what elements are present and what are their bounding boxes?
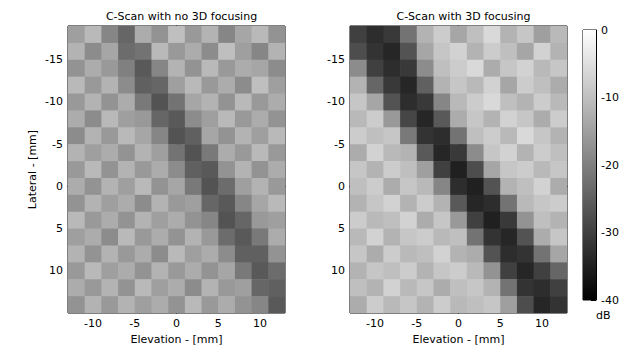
svg-text:0: 0: [455, 317, 462, 330]
svg-text:C-Scan with no 3D focusing: C-Scan with no 3D focusing: [106, 10, 257, 23]
svg-text:C-Scan with 3D focusing: C-Scan with 3D focusing: [396, 10, 530, 23]
svg-text:5: 5: [497, 317, 504, 330]
svg-text:5: 5: [215, 317, 222, 330]
svg-text:10: 10: [535, 317, 549, 330]
svg-text:-10: -10: [366, 317, 384, 330]
svg-text:dB: dB: [596, 309, 611, 322]
svg-text:-5: -5: [411, 317, 422, 330]
svg-text:0: 0: [601, 24, 608, 37]
svg-text:10: 10: [253, 317, 267, 330]
svg-text:-10: -10: [84, 317, 102, 330]
svg-text:-40: -40: [601, 294, 619, 307]
svg-text:Elevation - [mm]: Elevation - [mm]: [130, 333, 222, 346]
svg-text:-15: -15: [327, 53, 345, 66]
svg-text:-5: -5: [52, 138, 63, 151]
svg-text:-5: -5: [334, 138, 345, 151]
svg-text:-15: -15: [45, 53, 63, 66]
svg-text:5: 5: [56, 222, 63, 235]
svg-text:-30: -30: [601, 226, 619, 239]
svg-text:Lateral - [mm]: Lateral - [mm]: [26, 130, 39, 209]
svg-text:Elevation - [mm]: Elevation - [mm]: [412, 333, 504, 346]
svg-text:5: 5: [338, 222, 345, 235]
svg-text:0: 0: [173, 317, 180, 330]
svg-text:-5: -5: [129, 317, 140, 330]
svg-text:10: 10: [331, 264, 345, 277]
svg-text:-10: -10: [327, 95, 345, 108]
svg-text:-20: -20: [601, 159, 619, 172]
svg-text:0: 0: [338, 180, 345, 193]
svg-text:0: 0: [56, 180, 63, 193]
svg-text:10: 10: [49, 264, 63, 277]
svg-text:-10: -10: [45, 95, 63, 108]
svg-text:-10: -10: [601, 91, 619, 104]
